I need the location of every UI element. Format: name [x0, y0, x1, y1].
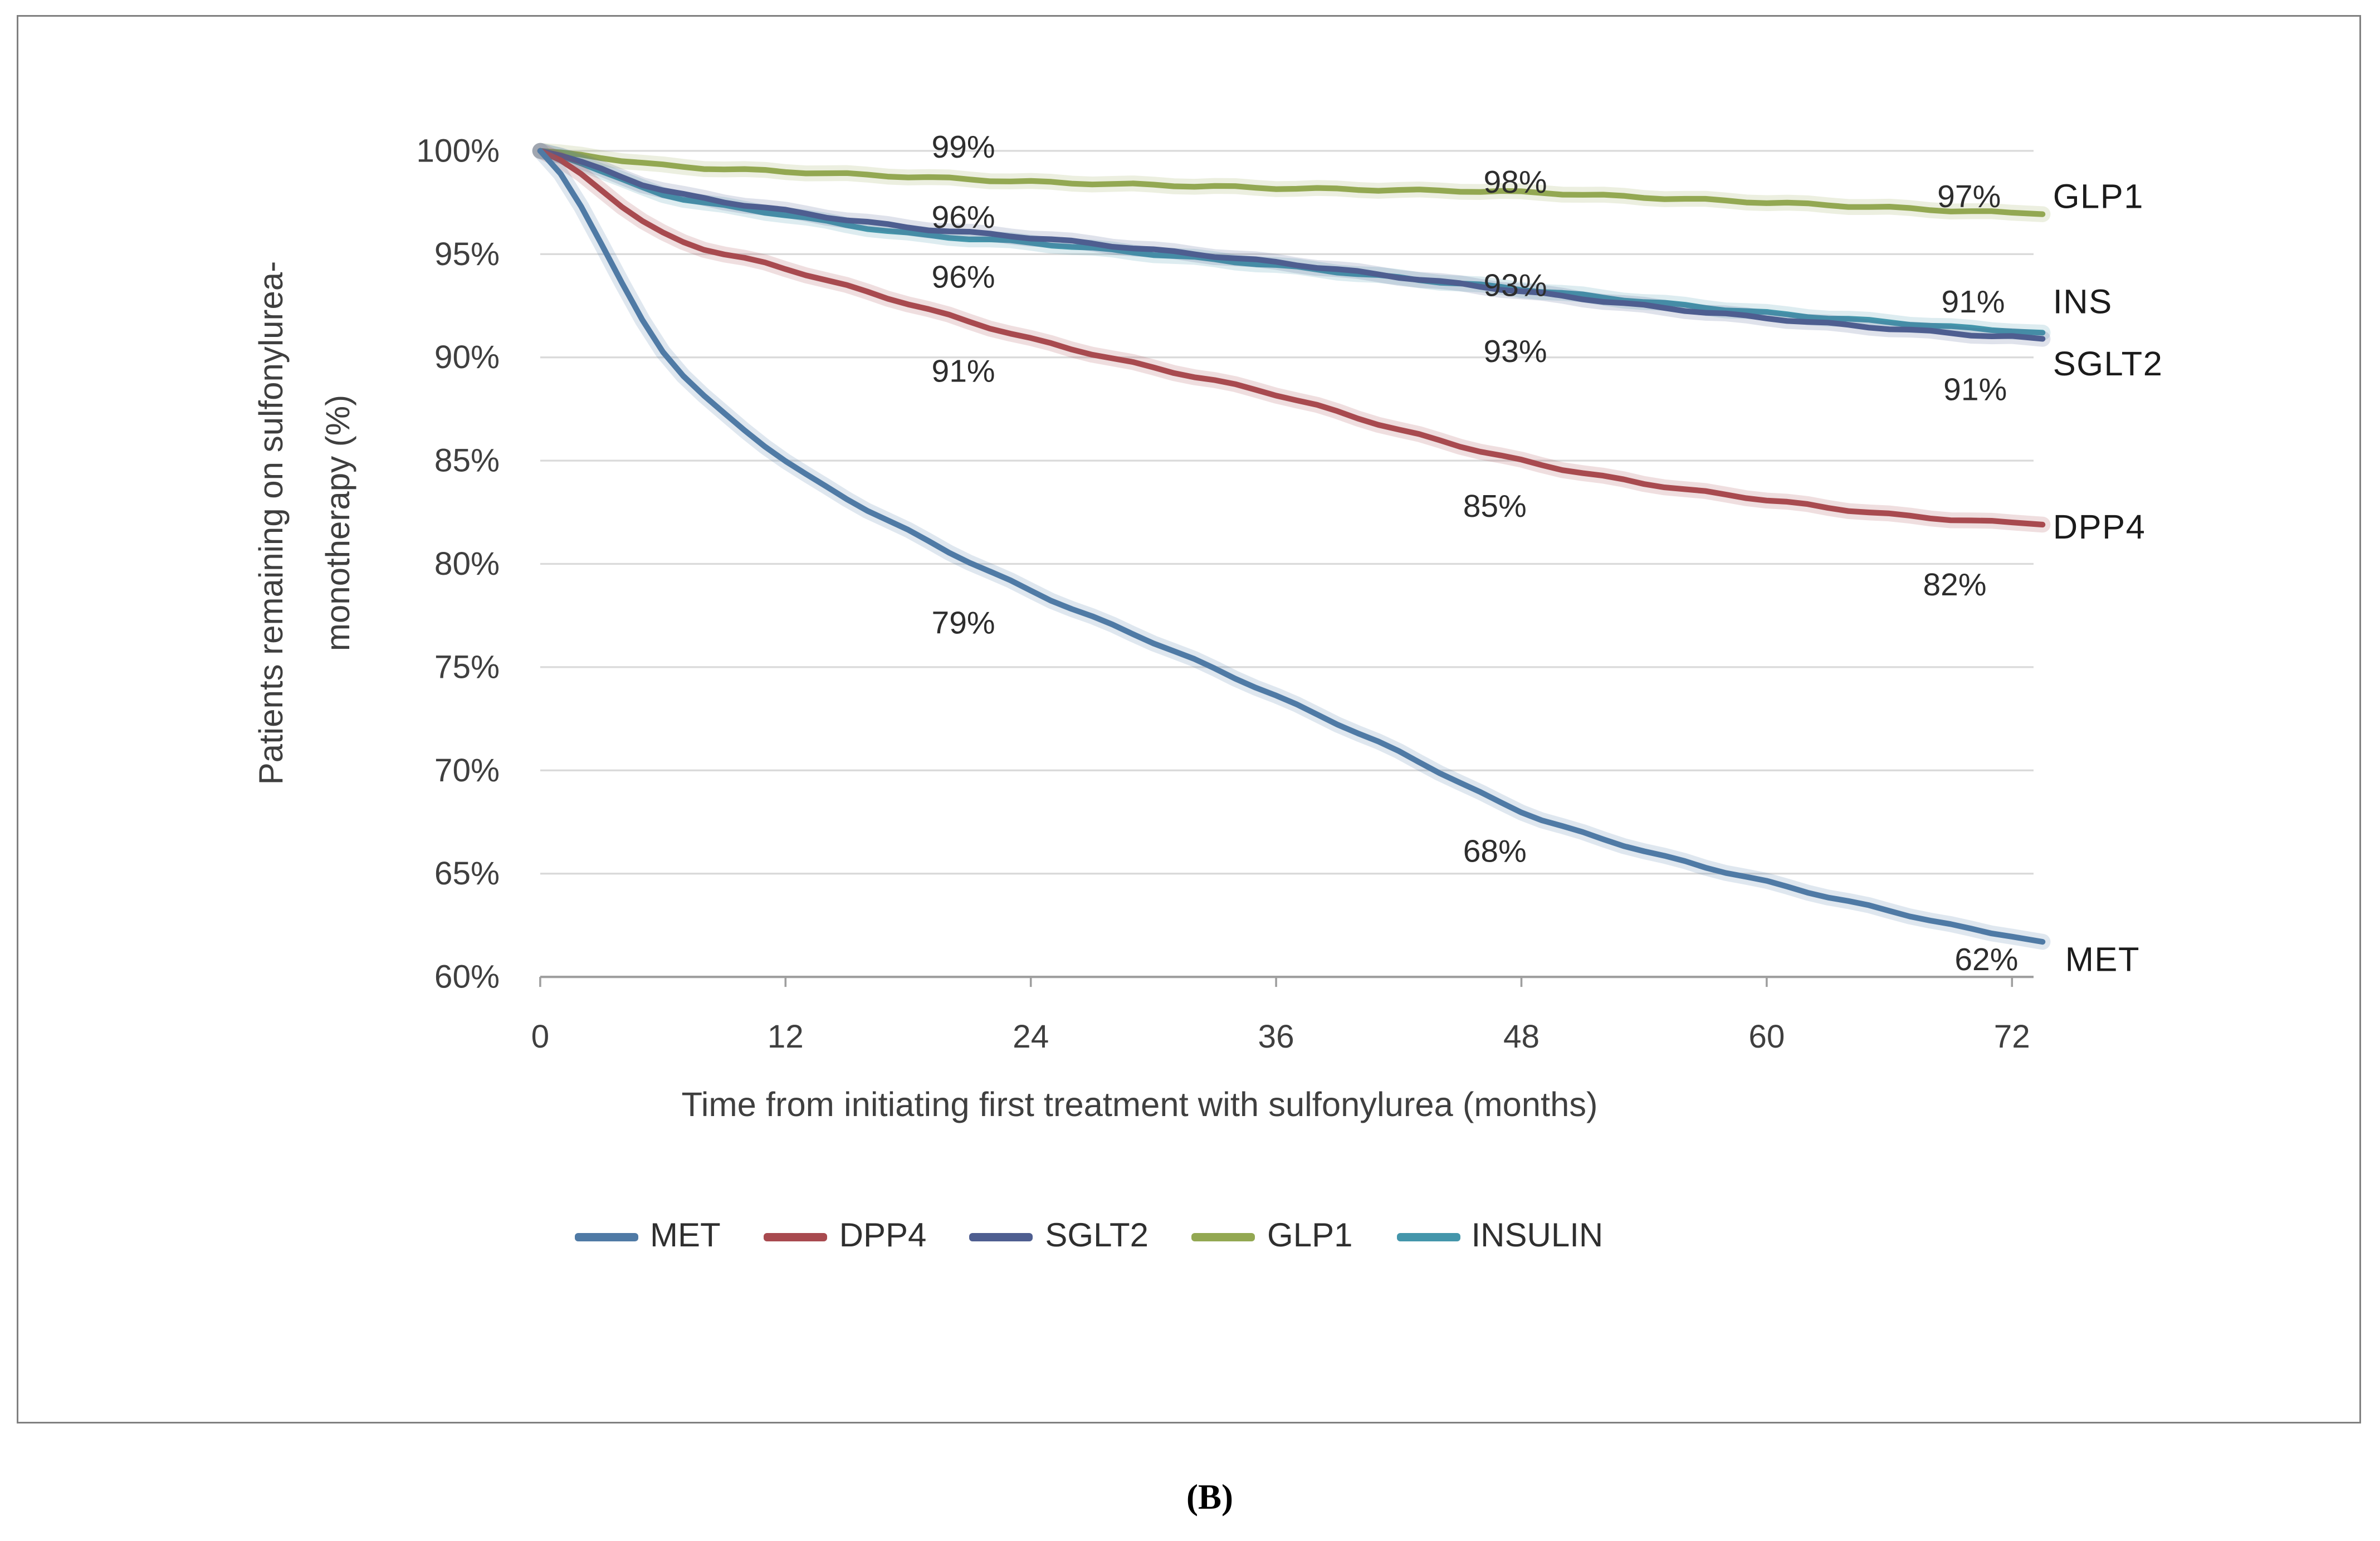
y-tick-label-95: 95% [434, 236, 500, 272]
value-label-GLP1-5: 98% [1483, 164, 1547, 200]
series-line-MET [532, 143, 2051, 950]
y-tick-label-65: 65% [434, 855, 500, 892]
series-path-GLP1 [537, 148, 2046, 217]
value-label-MET-9: 68% [1463, 833, 1527, 869]
series-path-MET [537, 148, 2046, 945]
value-label-MET-4: 79% [932, 605, 995, 641]
value-label-INSULIN-11: 91% [1942, 284, 2005, 320]
series-label-INS: INS [2053, 283, 2113, 321]
y-tick-label-60: 60% [434, 959, 500, 995]
legend-swatch-MET [575, 1233, 638, 1241]
series-line-SGLT2 [532, 143, 2051, 347]
series-line-INSULIN [532, 143, 2051, 341]
y-tick-label-75: 75% [434, 649, 500, 685]
value-label-GLP1-10: 97% [1937, 179, 2001, 214]
legend-label-SGLT2: SGLT2 [1045, 1218, 1149, 1255]
legend-item-INSULIN: INSULIN [1396, 1218, 1604, 1256]
value-label-DPP4-3: 91% [932, 353, 995, 389]
y-tick-label-85: 85% [434, 443, 500, 479]
legend-label-MET: MET [650, 1218, 721, 1255]
legend-item-DPP4: DPP4 [764, 1218, 927, 1256]
legend-item-SGLT2: SGLT2 [970, 1218, 1149, 1256]
value-label-SGLT2-12: 91% [1943, 372, 2007, 408]
chart-legend: MET DPP4 SGLT2 GLP1 INSULIN [575, 1218, 1603, 1256]
series-label-SGLT2: SGLT2 [2053, 345, 2163, 383]
x-tick-label-72: 72 [1994, 1019, 2030, 1055]
value-label-SGLT2-7: 93% [1483, 334, 1547, 369]
legend-swatch-SGLT2 [970, 1233, 1034, 1241]
value-label-GLP1-0: 99% [932, 129, 995, 165]
series-line-DPP4 [532, 143, 2051, 533]
y-axis-title-line2: monotherapy (%) [321, 394, 358, 652]
x-tick-label-60: 60 [1748, 1019, 1785, 1055]
legend-swatch-DPP4 [764, 1233, 828, 1241]
x-tick-label-12: 12 [768, 1019, 804, 1055]
series-label-DPP4: DPP4 [2053, 508, 2146, 546]
x-axis-title: Time from initiating first treatment wit… [681, 1086, 1598, 1124]
legend-label-GLP1: GLP1 [1267, 1218, 1353, 1255]
value-label-INSULIN-1: 96% [932, 199, 995, 235]
value-label-SGLT2-2: 96% [932, 260, 995, 295]
legend-label-DPP4: DPP4 [839, 1218, 927, 1255]
y-tick-label-80: 80% [434, 546, 500, 582]
x-tick-label-24: 24 [1013, 1019, 1049, 1055]
value-label-DPP4-13: 82% [1923, 567, 1986, 603]
legend-swatch-INSULIN [1396, 1233, 1460, 1241]
figure-caption: (B) [1186, 1477, 1233, 1517]
series-labels: GLP1 INS SGLT2 DPP4 MET [2053, 177, 2163, 979]
value-labels: 99% 96% 96% 91% 79% 98% 93% 93% 85% 68% 97% 91% 91% 8… [932, 129, 2019, 977]
legend-swatch-GLP1 [1192, 1233, 1256, 1241]
gridlines: 100% 95% 90% 85% 80% 75% 70% 65% 60% [416, 133, 2034, 995]
value-label-INSULIN-6: 93% [1483, 267, 1547, 303]
y-tick-label-90: 90% [434, 339, 500, 375]
x-tick-label-48: 48 [1503, 1019, 1540, 1055]
legend-label-INSULIN: INSULIN [1471, 1218, 1604, 1255]
value-label-MET-14: 62% [1954, 942, 2018, 977]
series-path-INSULIN [537, 148, 2046, 336]
series-halo-INSULIN [532, 143, 2051, 341]
y-axis-title: Patients remaining on sulfonylurea- mono… [239, 162, 379, 884]
series-label-GLP1: GLP1 [2053, 177, 2144, 216]
series-label-MET: MET [2065, 941, 2140, 979]
x-tick-label-36: 36 [1258, 1019, 1294, 1055]
y-axis-title-line1: Patients remaining on sulfonylurea- [254, 261, 291, 785]
value-label-DPP4-8: 85% [1463, 488, 1527, 524]
series-path-DPP4 [537, 148, 2046, 528]
x-tick-label-0: 0 [531, 1019, 550, 1055]
series-path-SGLT2 [537, 148, 2046, 342]
y-tick-label-70: 70% [434, 752, 500, 789]
x-axis-ticks: 0 12 24 36 48 60 72 [531, 977, 2030, 1055]
legend-item-MET: MET [575, 1218, 721, 1256]
series-line-GLP1 [532, 143, 2051, 222]
y-tick-label-100: 100% [416, 133, 500, 169]
legend-item-GLP1: GLP1 [1192, 1218, 1353, 1256]
figure-frame [17, 15, 2361, 1423]
